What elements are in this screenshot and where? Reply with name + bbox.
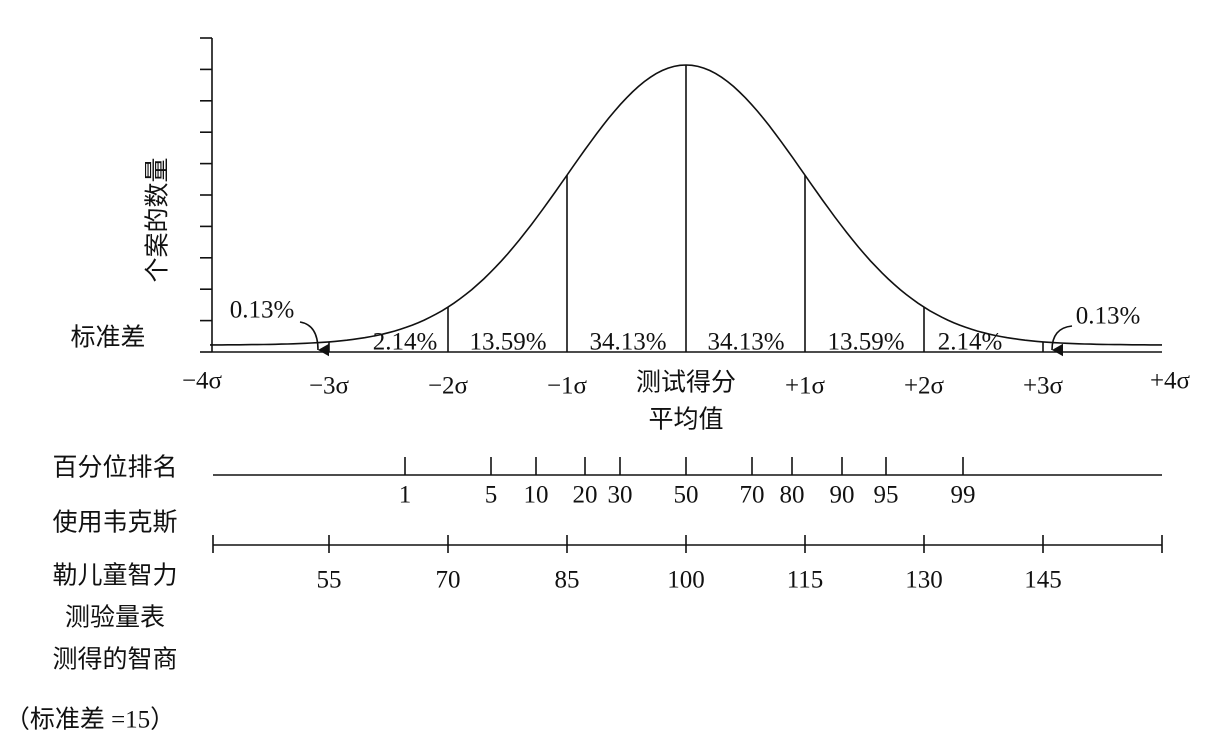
sigma-label: +1σ [785,373,826,400]
percentile-label: 5 [485,482,498,509]
sigma-label: +2σ [904,373,945,400]
baseline-label: 标准差 [70,324,145,352]
percentile-label: 1 [399,482,412,509]
sigma-label: +4σ [1150,368,1191,395]
iq-title: 使用韦克斯 [52,509,177,537]
arrow [1051,325,1073,357]
percentile-label: 50 [674,482,699,509]
percentile-label: 70 [740,482,765,509]
area-percentage: 34.13% [707,329,784,356]
iq-title: 勒儿童智力 [52,562,177,590]
tail-label: 0.13% [230,297,295,324]
percentile-title: 百分位排名 [52,454,177,482]
area-percentage: 2.14% [938,329,1003,356]
percentile-label: 90 [830,482,855,509]
sigma-label: −3σ [309,373,350,400]
iq-label: 130 [905,567,943,594]
iq-label: 100 [667,567,705,594]
iq-note: （标准差 =15） [5,706,175,734]
sigma-label: −1σ [547,373,588,400]
iq-label: 145 [1024,567,1062,594]
mean-label: 平均值 [648,406,723,434]
sigma-label: −4σ [182,368,223,395]
iq-label: 70 [436,567,461,594]
area-percentage: 2.14% [373,329,438,356]
percentile-label: 10 [524,482,549,509]
percentile-label: 20 [573,482,598,509]
arrow [299,321,330,357]
tail-label: 0.13% [1076,303,1141,330]
iq-title: 测得的智商 [52,646,177,674]
iq-label: 115 [787,567,824,594]
percentile-label: 30 [608,482,633,509]
area-percentage: 13.59% [469,329,546,356]
area-percentage: 13.59% [827,329,904,356]
area-percentage: 34.13% [589,329,666,356]
iq-label: 55 [317,567,342,594]
iq-label: 85 [555,567,580,594]
iq-title: 测验量表 [65,604,165,632]
percentile-label: 95 [874,482,899,509]
sigma-label: +3σ [1023,373,1064,400]
sigma-label: −2σ [428,373,469,400]
percentile-label: 99 [951,482,976,509]
y-axis-title: 个案的数量 [144,157,172,282]
percentile-label: 80 [780,482,805,509]
mean-label: 测试得分 [636,369,736,397]
